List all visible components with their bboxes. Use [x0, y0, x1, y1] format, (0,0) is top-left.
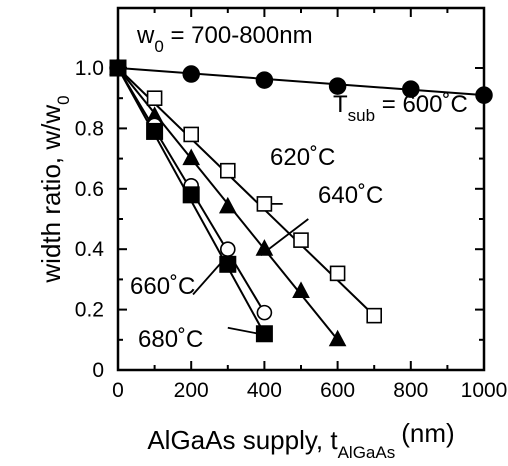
y-axis-title: width ratio, w/w0 — [36, 95, 73, 283]
w0-sub: 0 — [154, 37, 163, 56]
axis-ticks — [117, 8, 485, 371]
marker-open-square-3 — [220, 162, 236, 179]
y-tick-label: 0.6 — [75, 178, 104, 201]
marker-filled-triangle-3 — [218, 196, 237, 214]
y-axis-title-text: width ratio, w/w — [36, 105, 66, 284]
marker-filled-circle-2 — [255, 71, 274, 89]
x-axis-title-sub: AlGaAs — [338, 443, 396, 462]
x-tick-label: 800 — [393, 379, 428, 402]
x-tick-label: 400 — [247, 379, 282, 402]
marker-open-square-4 — [256, 196, 273, 212]
marker-filled-square-3 — [219, 255, 237, 273]
y-axis-title-sub: 0 — [54, 95, 73, 104]
marker-filled-circle-3 — [328, 77, 347, 95]
marker-filled-square-2 — [182, 186, 200, 204]
label-660c: 660˚C — [130, 273, 195, 300]
x-tick-label: 1000 — [461, 379, 508, 402]
x-axis-title-text: AlGaAs supply, t — [147, 425, 338, 455]
leader-line-3 — [227, 326, 260, 335]
marker-filled-circle-1 — [182, 65, 200, 83]
tsub-annotation: Tsub = 600˚C — [333, 91, 468, 125]
marker-filled-circle-5 — [475, 86, 493, 104]
y-tick-label: 1.0 — [75, 57, 104, 80]
marker-open-square-2 — [183, 126, 199, 143]
marker-filled-circle-4 — [402, 80, 420, 98]
fit-line-0 — [117, 67, 485, 97]
tsub-sub: sub — [348, 106, 375, 125]
w0-value: = 700-800nm — [164, 22, 313, 49]
w0-label: w — [136, 22, 155, 49]
data-markers — [109, 57, 493, 347]
y-tick-labels: 0 0.2 0.4 0.6 0.8 1.0 — [75, 57, 105, 382]
label-640c: 640˚C — [318, 182, 383, 209]
marker-filled-square-0 — [109, 59, 127, 77]
y-tick-label: 0 — [92, 359, 104, 382]
y-tick-label: 0.4 — [75, 238, 105, 261]
x-axis-title: AlGaAs supply, tAlGaAs (nm) — [147, 418, 454, 462]
label-680c: 680˚C — [138, 326, 203, 353]
x-tick-label: 0 — [112, 379, 124, 402]
marker-filled-triangle-2 — [182, 148, 201, 166]
tsub-label: T — [333, 91, 348, 118]
marker-open-square-7 — [366, 307, 383, 324]
y-tick-label: 0.2 — [75, 299, 104, 322]
marker-open-square-6 — [329, 265, 346, 282]
tsub-value: = 600˚C — [375, 91, 468, 118]
marker-filled-square-4 — [255, 325, 273, 343]
marker-filled-triangle-6 — [328, 329, 347, 347]
marker-filled-triangle-4 — [255, 239, 274, 256]
x-tick-labels: 0 200 400 600 800 1000 — [112, 379, 507, 402]
w0-annotation: w0 = 700-800nm — [136, 22, 313, 56]
marker-open-square-5 — [293, 232, 309, 248]
y-tick-label: 0.8 — [75, 117, 104, 140]
marker-open-circle-4 — [256, 304, 273, 321]
marker-open-square-1 — [146, 90, 163, 106]
marker-filled-triangle-5 — [292, 281, 310, 298]
plot-frame — [116, 6, 486, 372]
label-620c: 620˚C — [270, 144, 335, 171]
x-tick-label: 200 — [174, 379, 209, 402]
x-axis-title-unit: (nm) — [401, 418, 454, 448]
x-tick-label: 600 — [320, 379, 355, 402]
marker-filled-square-1 — [146, 122, 164, 140]
marker-open-circle-3 — [220, 241, 236, 257]
